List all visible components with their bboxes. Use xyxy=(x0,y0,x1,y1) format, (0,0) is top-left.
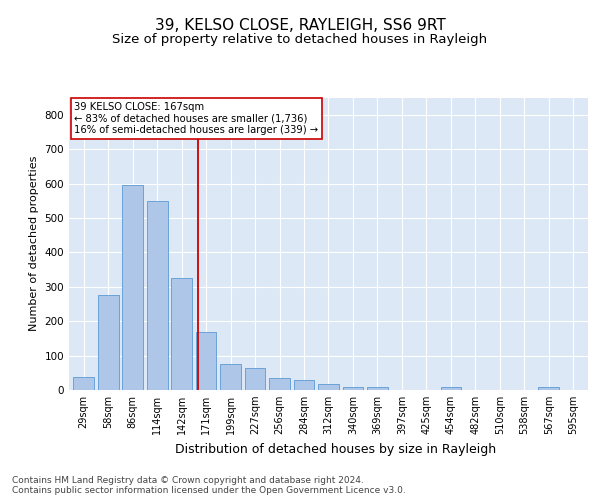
Bar xyxy=(73,377,94,390)
Text: Contains HM Land Registry data © Crown copyright and database right 2024.
Contai: Contains HM Land Registry data © Crown c… xyxy=(12,476,406,495)
Bar xyxy=(122,186,143,390)
Bar xyxy=(343,386,364,390)
Text: 39, KELSO CLOSE, RAYLEIGH, SS6 9RT: 39, KELSO CLOSE, RAYLEIGH, SS6 9RT xyxy=(155,18,445,32)
Bar xyxy=(440,387,461,390)
Bar xyxy=(367,386,388,390)
Bar xyxy=(196,332,217,390)
Bar xyxy=(98,296,119,390)
Text: Distribution of detached houses by size in Rayleigh: Distribution of detached houses by size … xyxy=(175,442,497,456)
Text: Size of property relative to detached houses in Rayleigh: Size of property relative to detached ho… xyxy=(112,32,488,46)
Bar xyxy=(171,278,192,390)
Y-axis label: Number of detached properties: Number of detached properties xyxy=(29,156,39,332)
Bar xyxy=(293,380,314,390)
Bar xyxy=(220,364,241,390)
Bar xyxy=(538,387,559,390)
Text: 39 KELSO CLOSE: 167sqm
← 83% of detached houses are smaller (1,736)
16% of semi-: 39 KELSO CLOSE: 167sqm ← 83% of detached… xyxy=(74,102,319,135)
Bar xyxy=(147,200,167,390)
Bar xyxy=(269,378,290,390)
Bar xyxy=(245,368,265,390)
Bar xyxy=(318,384,339,390)
